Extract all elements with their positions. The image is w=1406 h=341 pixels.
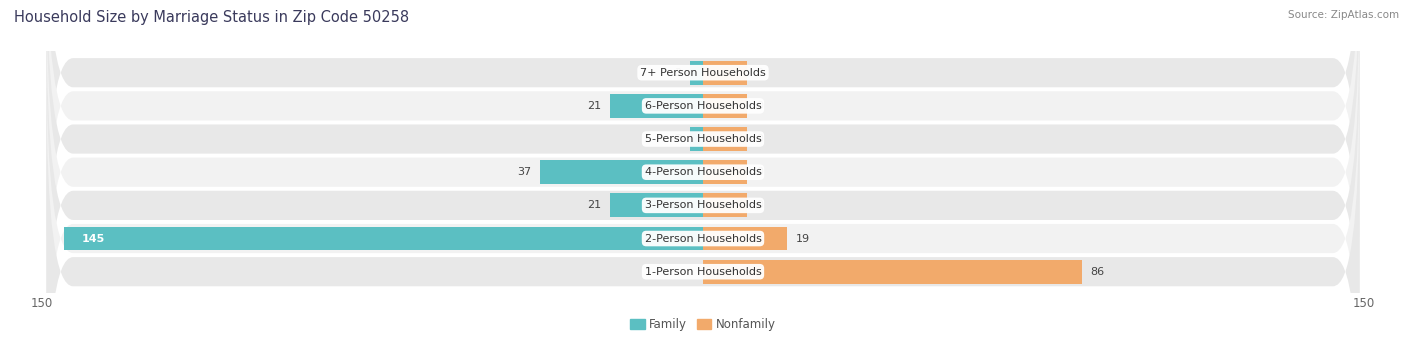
Bar bbox=[540, 160, 703, 184]
FancyBboxPatch shape bbox=[46, 87, 1360, 341]
FancyBboxPatch shape bbox=[46, 0, 1360, 290]
FancyBboxPatch shape bbox=[46, 0, 1360, 324]
Text: 21: 21 bbox=[588, 201, 602, 210]
Bar bbox=[703, 193, 747, 217]
Bar bbox=[703, 127, 747, 151]
Text: 0: 0 bbox=[756, 134, 763, 144]
Text: 7+ Person Households: 7+ Person Households bbox=[640, 68, 766, 78]
Legend: Family, Nonfamily: Family, Nonfamily bbox=[630, 318, 776, 331]
Text: 0: 0 bbox=[756, 68, 763, 78]
Bar bbox=[690, 61, 703, 85]
Text: Source: ZipAtlas.com: Source: ZipAtlas.com bbox=[1288, 10, 1399, 20]
Bar bbox=[703, 61, 747, 85]
Bar bbox=[703, 260, 1081, 284]
Text: 4-Person Households: 4-Person Households bbox=[644, 167, 762, 177]
Bar bbox=[703, 160, 747, 184]
Text: 37: 37 bbox=[517, 167, 531, 177]
FancyBboxPatch shape bbox=[46, 21, 1360, 341]
Text: 5-Person Households: 5-Person Households bbox=[644, 134, 762, 144]
Text: Household Size by Marriage Status in Zip Code 50258: Household Size by Marriage Status in Zip… bbox=[14, 10, 409, 25]
Bar bbox=[65, 227, 703, 251]
FancyBboxPatch shape bbox=[46, 54, 1360, 341]
Text: 145: 145 bbox=[82, 234, 105, 243]
Text: 2-Person Households: 2-Person Households bbox=[644, 234, 762, 243]
Text: 1-Person Households: 1-Person Households bbox=[644, 267, 762, 277]
Text: 3: 3 bbox=[673, 134, 681, 144]
FancyBboxPatch shape bbox=[46, 0, 1360, 257]
Text: 0: 0 bbox=[756, 201, 763, 210]
Bar bbox=[690, 127, 703, 151]
Text: 0: 0 bbox=[756, 167, 763, 177]
Bar bbox=[703, 94, 747, 118]
Text: 3-Person Households: 3-Person Households bbox=[644, 201, 762, 210]
Bar bbox=[610, 94, 703, 118]
Bar bbox=[703, 227, 787, 251]
Text: 86: 86 bbox=[1091, 267, 1105, 277]
Text: 21: 21 bbox=[588, 101, 602, 111]
Text: 3: 3 bbox=[673, 68, 681, 78]
Bar bbox=[610, 193, 703, 217]
Text: 19: 19 bbox=[796, 234, 810, 243]
Text: 6-Person Households: 6-Person Households bbox=[644, 101, 762, 111]
Text: 0: 0 bbox=[756, 101, 763, 111]
FancyBboxPatch shape bbox=[46, 0, 1360, 341]
